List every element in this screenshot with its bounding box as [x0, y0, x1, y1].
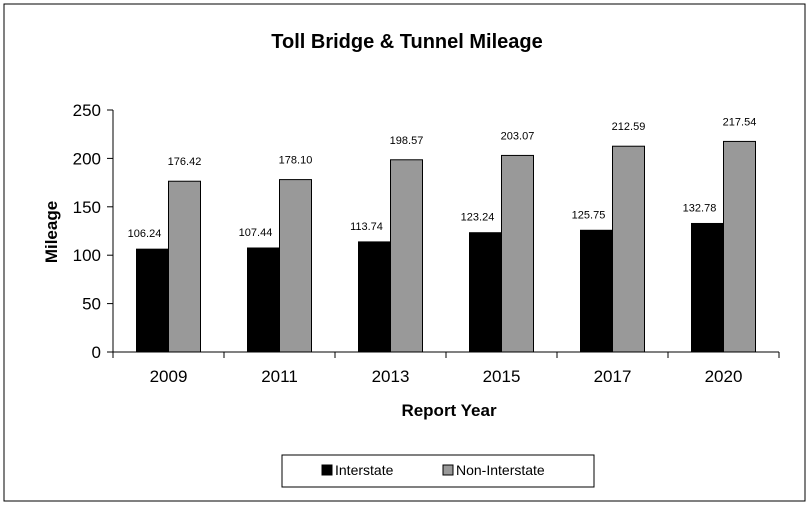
- bar-non-interstate: [501, 154, 534, 353]
- legend-label-interstate: Interstate: [335, 462, 394, 478]
- data-label-non-interstate: 217.54: [723, 116, 757, 128]
- x-tick-label: 2013: [372, 367, 410, 386]
- bar-non-interstate: [390, 159, 423, 353]
- bar-interstate: [136, 248, 169, 353]
- data-label-interstate: 113.74: [350, 221, 383, 233]
- y-tick-label: 200: [73, 149, 101, 168]
- data-label-interstate: 107.44: [239, 227, 273, 239]
- x-tick-label: 2011: [261, 367, 298, 386]
- data-label-non-interstate: 212.59: [612, 121, 646, 133]
- legend-swatch-non-interstate: [442, 464, 454, 476]
- data-label-interstate: 106.24: [128, 228, 162, 240]
- x-tick-label: 2017: [594, 367, 632, 386]
- bar-interstate: [469, 232, 502, 353]
- bar-non-interstate: [612, 145, 645, 353]
- data-label-interstate: 132.78: [683, 202, 717, 214]
- bar-interstate: [691, 222, 724, 353]
- data-label-interstate: 123.24: [461, 212, 495, 224]
- data-label-non-interstate: 178.10: [279, 155, 313, 167]
- y-axis-label: Mileage: [42, 201, 61, 263]
- y-axis: 0 50 100 150 200 250: [73, 101, 114, 362]
- bar-non-interstate: [279, 179, 312, 353]
- bars: [136, 140, 756, 353]
- data-label-non-interstate: 176.42: [168, 156, 202, 168]
- x-axis: 2009 2011 2013 2015 2017 2020: [112, 351, 780, 386]
- legend-box: [281, 454, 595, 488]
- y-tick-label: 100: [73, 246, 101, 265]
- bar-interstate: [580, 229, 613, 353]
- data-label-non-interstate: 198.57: [390, 135, 424, 147]
- y-tick-label: 150: [73, 198, 101, 217]
- legend: Interstate Non-Interstate: [281, 454, 595, 488]
- x-tick-label: 2020: [705, 367, 743, 386]
- bar-interstate: [358, 241, 391, 353]
- x-tick-label: 2015: [483, 367, 521, 386]
- y-tick-label: 250: [73, 101, 101, 120]
- data-label-interstate: 125.75: [572, 209, 606, 221]
- chart-title: Toll Bridge & Tunnel Mileage: [271, 31, 543, 53]
- bar-non-interstate: [723, 140, 756, 353]
- legend-label-non-interstate: Non-Interstate: [456, 462, 545, 478]
- x-tick-label: 2009: [150, 367, 188, 386]
- bar-non-interstate: [168, 180, 201, 353]
- data-label-non-interstate: 203.07: [501, 130, 535, 142]
- bar-interstate: [247, 247, 280, 353]
- x-axis-label: Report Year: [401, 401, 497, 420]
- data-labels: 106.24 176.42 107.44 178.10 113.74 198.57 123.…: [128, 116, 757, 240]
- y-tick-label: 50: [82, 295, 101, 314]
- y-tick-label: 0: [92, 343, 101, 362]
- legend-swatch-interstate: [321, 464, 333, 476]
